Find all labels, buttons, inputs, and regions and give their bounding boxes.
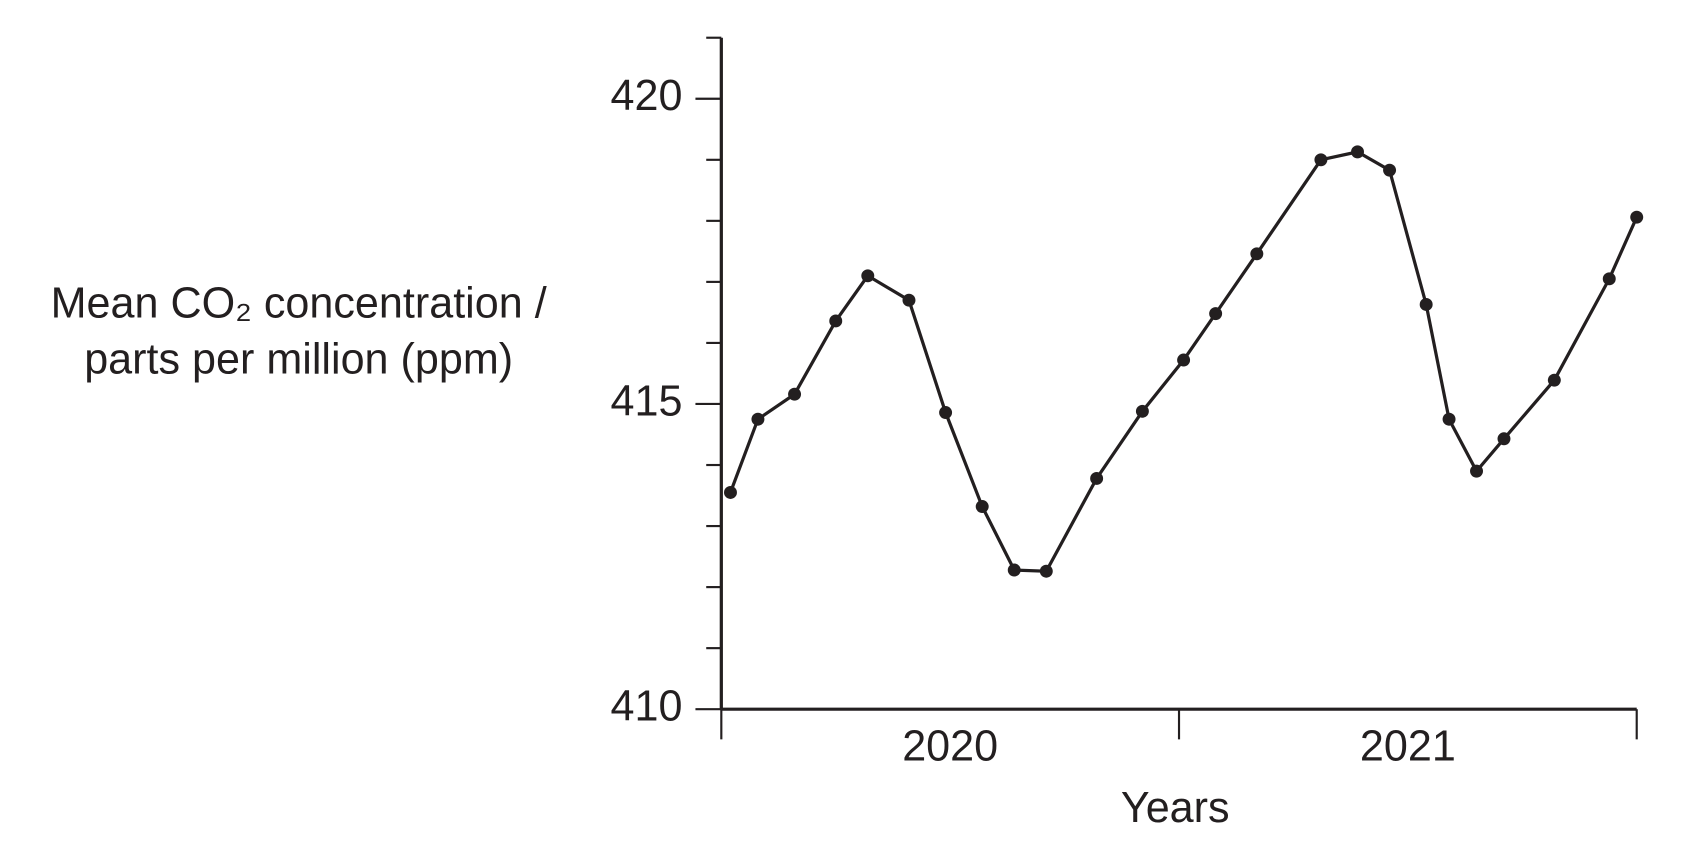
data-point	[1007, 563, 1021, 577]
data-point	[1547, 373, 1561, 387]
data-point	[1442, 412, 1456, 426]
data-point	[1250, 247, 1264, 261]
data-point	[1039, 564, 1053, 578]
data-point	[1497, 432, 1511, 446]
y-tick-label: 410	[611, 683, 683, 731]
data-point	[861, 269, 875, 283]
y-axis-label: parts per million (ppm)	[84, 336, 513, 384]
data-point	[1630, 210, 1644, 224]
y-tick-label: 415	[611, 377, 683, 425]
x-category-label: 2020	[902, 722, 998, 770]
data-point	[1135, 404, 1149, 418]
data-point	[1090, 471, 1104, 485]
data-point	[1314, 153, 1328, 167]
data-point	[1383, 163, 1397, 177]
y-tick-label: 420	[611, 72, 683, 120]
x-axis-label: Years	[1121, 784, 1230, 832]
data-point	[724, 486, 737, 499]
data-point	[751, 412, 765, 426]
data-point	[1177, 353, 1191, 367]
data-point	[975, 500, 989, 513]
data-point	[902, 293, 916, 307]
data-point	[939, 406, 953, 419]
x-category-label: 2021	[1360, 722, 1456, 770]
data-point	[788, 387, 802, 401]
data-point	[1470, 464, 1483, 478]
data-point	[829, 314, 843, 328]
data-point	[1209, 307, 1223, 321]
data-point	[1419, 298, 1433, 311]
y-axis-label: Mean CO₂ concentration /	[51, 279, 547, 327]
data-point	[1602, 272, 1616, 286]
data-point	[1351, 145, 1364, 159]
